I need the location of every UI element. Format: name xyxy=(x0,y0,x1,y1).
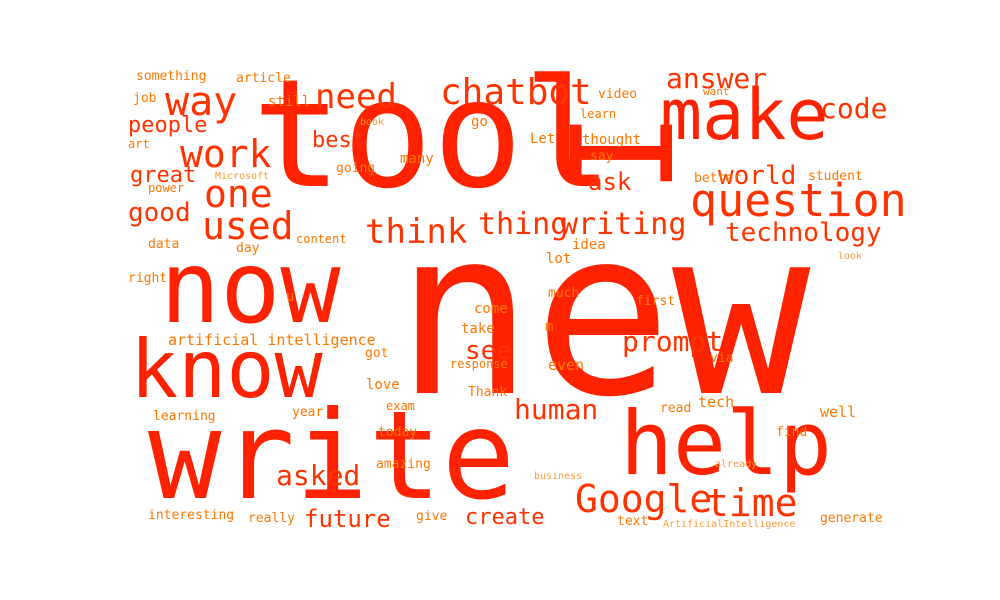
word: better xyxy=(694,171,741,186)
word: used xyxy=(202,204,294,248)
word: want xyxy=(703,85,730,98)
word: data xyxy=(148,237,180,252)
word: something xyxy=(136,69,207,84)
word: writing xyxy=(560,207,687,242)
word: good xyxy=(128,198,191,228)
word: need xyxy=(315,77,397,117)
word: amazing xyxy=(376,457,431,472)
word: first xyxy=(636,294,676,309)
word: answer xyxy=(666,62,768,95)
word: Thank xyxy=(468,385,508,400)
word: tool xyxy=(252,48,614,222)
word: interesting xyxy=(148,508,235,523)
word: really xyxy=(248,511,295,526)
word: make xyxy=(660,74,829,156)
word: year xyxy=(292,405,324,420)
word: art xyxy=(128,137,150,151)
word: help xyxy=(620,392,832,495)
word: got xyxy=(365,346,389,361)
word: right xyxy=(128,271,168,286)
word: via xyxy=(710,351,734,366)
word: technology xyxy=(725,218,882,248)
word: great xyxy=(130,163,197,188)
word: create xyxy=(465,505,545,530)
word: generate xyxy=(820,511,883,526)
word: still xyxy=(268,94,311,110)
word: tech xyxy=(698,393,735,411)
word: say xyxy=(590,149,614,164)
word: Google xyxy=(575,477,713,521)
word: learn xyxy=(580,107,617,121)
word: Let xyxy=(530,131,556,147)
word: ArtificialIntelligence xyxy=(663,519,796,530)
word: artificial intelligence xyxy=(168,331,376,349)
word: text xyxy=(617,514,649,529)
word: u xyxy=(286,289,295,305)
word: learning xyxy=(153,409,216,424)
word: well xyxy=(820,403,857,421)
word: new xyxy=(395,181,811,448)
word: code xyxy=(820,92,888,125)
word: response xyxy=(450,357,508,371)
word: power xyxy=(148,181,185,195)
word: now xyxy=(160,229,341,346)
word: human xyxy=(514,393,599,426)
word: go xyxy=(471,114,488,130)
word: one xyxy=(204,172,273,216)
word: many xyxy=(400,151,434,167)
word: think xyxy=(365,212,468,252)
word: job xyxy=(133,91,157,106)
word: take xyxy=(461,321,495,337)
word: look xyxy=(838,251,863,262)
word: article xyxy=(236,71,291,86)
word: exam xyxy=(386,399,415,413)
word: thing xyxy=(478,207,569,242)
word: already xyxy=(715,459,758,470)
word: people xyxy=(128,113,208,138)
word: m xyxy=(545,319,554,335)
word: lot xyxy=(546,251,572,267)
word: know xyxy=(130,323,323,416)
word: question xyxy=(690,174,907,227)
word: give xyxy=(416,509,448,524)
word: day xyxy=(236,241,260,256)
word: even xyxy=(548,356,585,374)
word: come xyxy=(474,301,508,317)
word: see xyxy=(465,336,512,366)
word: business xyxy=(534,471,583,482)
word: find xyxy=(776,425,808,440)
word: today xyxy=(378,425,418,440)
word: ask xyxy=(588,168,632,196)
word: Microsoft xyxy=(215,171,270,182)
word: love xyxy=(366,377,400,393)
word: going xyxy=(336,161,376,176)
word: asked xyxy=(276,459,361,492)
word: time xyxy=(706,481,798,525)
word: content xyxy=(296,232,347,246)
word: much xyxy=(548,286,580,301)
word: prompt xyxy=(622,325,724,358)
word: book xyxy=(360,117,385,128)
word: future xyxy=(304,505,391,533)
word: read xyxy=(660,401,692,416)
word: way xyxy=(165,79,238,125)
word: thought xyxy=(582,132,642,148)
word: best xyxy=(312,128,365,153)
word: write xyxy=(148,385,516,527)
word: student xyxy=(808,169,863,184)
word: work xyxy=(180,132,272,176)
word: idea xyxy=(572,237,606,253)
word: video xyxy=(598,87,638,102)
word: chatbot xyxy=(440,72,592,113)
word: world xyxy=(718,161,797,191)
